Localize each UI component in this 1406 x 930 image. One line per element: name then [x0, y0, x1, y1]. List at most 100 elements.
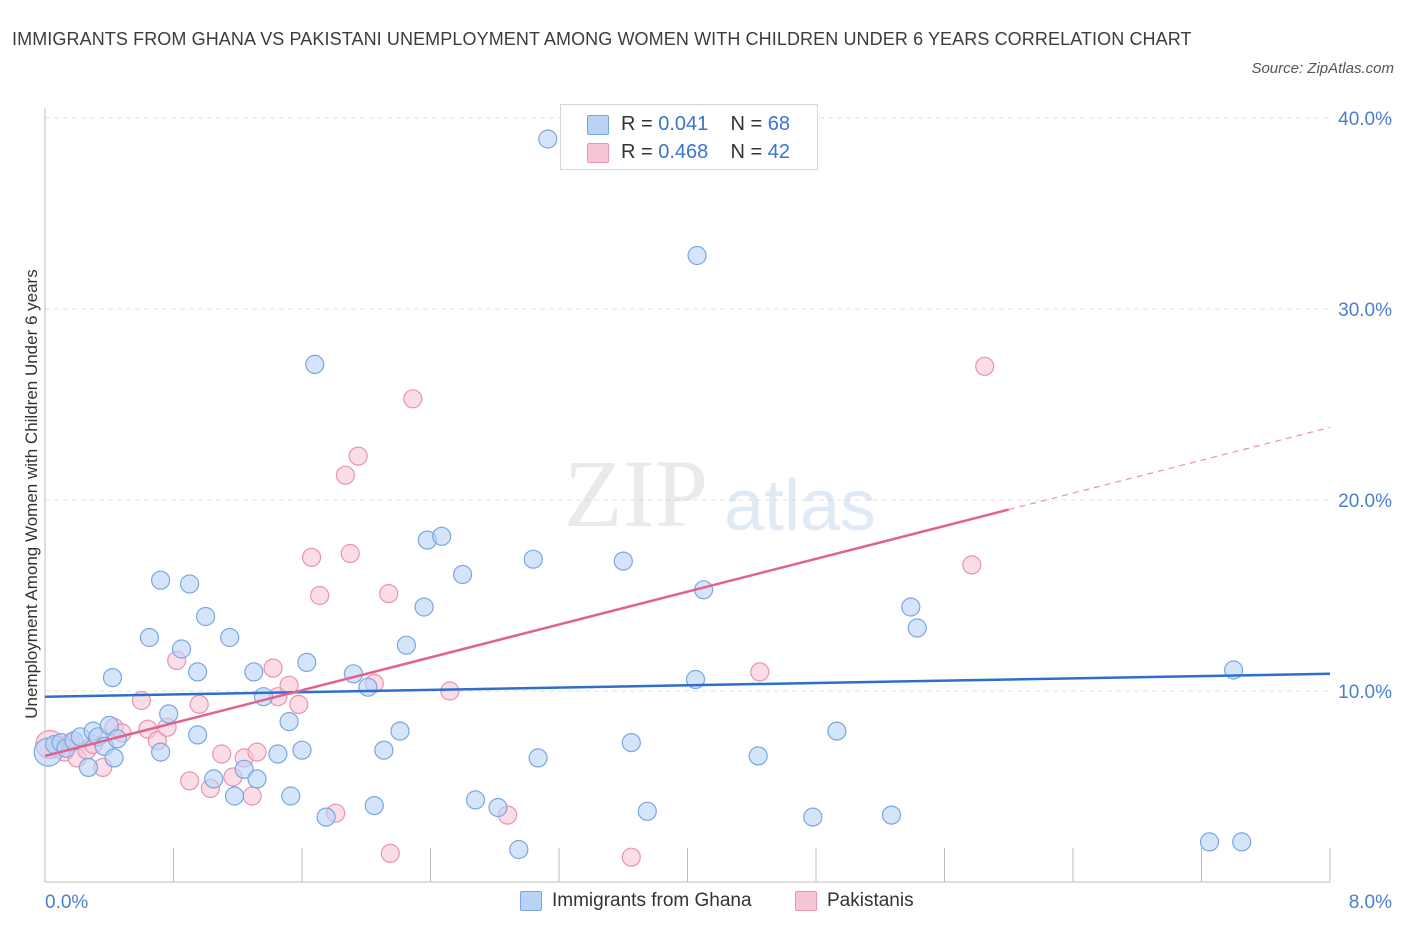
- data-point-ghana: [204, 769, 224, 789]
- data-point-ghana: [488, 797, 508, 818]
- legend-r-value-pakistani: 0.468: [658, 141, 709, 163]
- data-point-pakistani: [962, 555, 982, 575]
- data-point-ghana: [687, 245, 707, 266]
- data-point-ghana: [343, 664, 363, 684]
- legend-r-label: R =: [621, 113, 659, 135]
- data-point-pakistani: [289, 694, 309, 715]
- data-point-pakistani: [380, 843, 400, 864]
- data-point-ghana: [247, 769, 267, 789]
- trend-line-ghana: [44, 672, 1331, 698]
- data-point-pakistani: [247, 742, 267, 762]
- watermark-zip: ZIP: [564, 440, 708, 547]
- data-point-ghana: [414, 597, 434, 617]
- data-point-ghana: [139, 627, 159, 648]
- legend-n-value-ghana: 68: [767, 113, 791, 135]
- data-point-ghana: [374, 740, 394, 760]
- legend-n-label: N =: [730, 141, 768, 163]
- grid-lines: [45, 117, 1330, 692]
- data-point-ghana: [453, 564, 473, 585]
- data-point-ghana: [358, 677, 378, 697]
- data-point-ghana: [907, 618, 927, 638]
- legend: R = 0.041 N = 68 R = 0.468 N = 42: [560, 104, 818, 170]
- data-point-ghana: [523, 549, 543, 569]
- data-point-pakistani: [340, 543, 360, 564]
- data-point-pakistani: [335, 465, 355, 485]
- data-point-pakistani: [212, 744, 232, 764]
- series-pakistanis: [35, 356, 995, 867]
- data-point-pakistani: [379, 583, 399, 604]
- data-point-ghana: [901, 597, 921, 617]
- data-point-ghana: [196, 606, 216, 627]
- data-point-pakistani: [310, 585, 330, 606]
- bottom-legend-label-ghana: Immigrants from Ghana: [552, 890, 752, 911]
- data-point-ghana: [637, 801, 657, 821]
- data-point-ghana: [151, 570, 171, 590]
- data-point-ghana: [316, 807, 336, 827]
- data-point-ghana: [180, 574, 200, 594]
- data-point-ghana: [188, 662, 208, 682]
- data-point-ghana: [292, 740, 312, 760]
- data-point-ghana: [268, 744, 288, 764]
- legend-n-label: N =: [730, 113, 768, 135]
- data-point-ghana: [613, 551, 633, 571]
- y-tick-label: 10.0%: [1338, 682, 1392, 703]
- data-point-pakistani: [403, 389, 423, 409]
- data-point-ghana: [509, 839, 529, 860]
- data-point-ghana: [528, 748, 548, 768]
- data-point-ghana: [104, 748, 124, 768]
- data-point-ghana: [465, 790, 486, 810]
- data-point-ghana: [78, 757, 99, 778]
- y-tick-label: 30.0%: [1338, 300, 1392, 321]
- data-point-ghana: [297, 652, 317, 673]
- data-point-ghana: [171, 639, 192, 659]
- data-point-ghana: [1232, 832, 1252, 852]
- data-point-ghana: [279, 711, 299, 732]
- data-point-ghana: [281, 786, 301, 806]
- trend-line-pakistani: [44, 508, 1010, 758]
- data-point-pakistani: [180, 771, 200, 791]
- data-point-ghana: [803, 807, 823, 827]
- data-point-ghana: [432, 526, 452, 546]
- legend-swatch-ghana: [587, 115, 609, 135]
- data-point-ghana: [151, 742, 171, 762]
- legend-n-value-pakistani: 42: [767, 141, 791, 163]
- y-tick-label: 20.0%: [1338, 491, 1392, 512]
- data-point-ghana: [364, 795, 384, 816]
- data-point-pakistani: [440, 681, 460, 701]
- legend-r-label: R =: [621, 141, 659, 163]
- legend-r-value-ghana: 0.041: [658, 113, 709, 135]
- data-point-ghana: [827, 721, 847, 741]
- data-point-ghana: [224, 786, 245, 806]
- data-point-ghana: [881, 805, 902, 825]
- source-label: Source: ZipAtlas.com: [1251, 60, 1394, 77]
- data-point-ghana: [244, 662, 264, 682]
- data-point-ghana: [390, 721, 410, 741]
- data-point-pakistani: [302, 547, 322, 567]
- data-point-ghana: [621, 732, 641, 753]
- data-point-ghana: [305, 354, 325, 374]
- data-point-ghana: [188, 725, 208, 745]
- bottom-legend-label-pakistani: Pakistanis: [827, 890, 914, 911]
- data-point-pakistani: [975, 356, 995, 376]
- data-point-pakistani: [189, 694, 209, 715]
- bottom-legend-swatch-ghana: [520, 891, 542, 911]
- tick-labels: 10.0% 20.0% 30.0% 40.0% 0.0% 8.0%: [45, 109, 1392, 913]
- trend-lines: [44, 426, 1331, 758]
- watermark-atlas: atlas: [724, 466, 876, 546]
- data-point-pakistani: [621, 847, 641, 867]
- data-point-ghana: [253, 687, 274, 707]
- watermark: ZIP atlas: [564, 440, 876, 547]
- data-point-ghana: [538, 129, 558, 149]
- bottom-legend-swatch-pakistani: [795, 891, 817, 911]
- data-point-ghana: [102, 667, 123, 688]
- data-point-pakistani: [750, 662, 770, 682]
- trend-line-pakistani-extension: [1008, 426, 1331, 511]
- data-point-ghana: [396, 635, 416, 655]
- legend-swatch-pakistani: [587, 143, 609, 163]
- data-point-pakistani: [242, 786, 262, 806]
- data-point-ghana: [220, 627, 240, 648]
- x-tick-label-min: 0.0%: [45, 892, 88, 913]
- data-point-pakistani: [263, 658, 283, 678]
- data-point-ghana: [159, 704, 179, 724]
